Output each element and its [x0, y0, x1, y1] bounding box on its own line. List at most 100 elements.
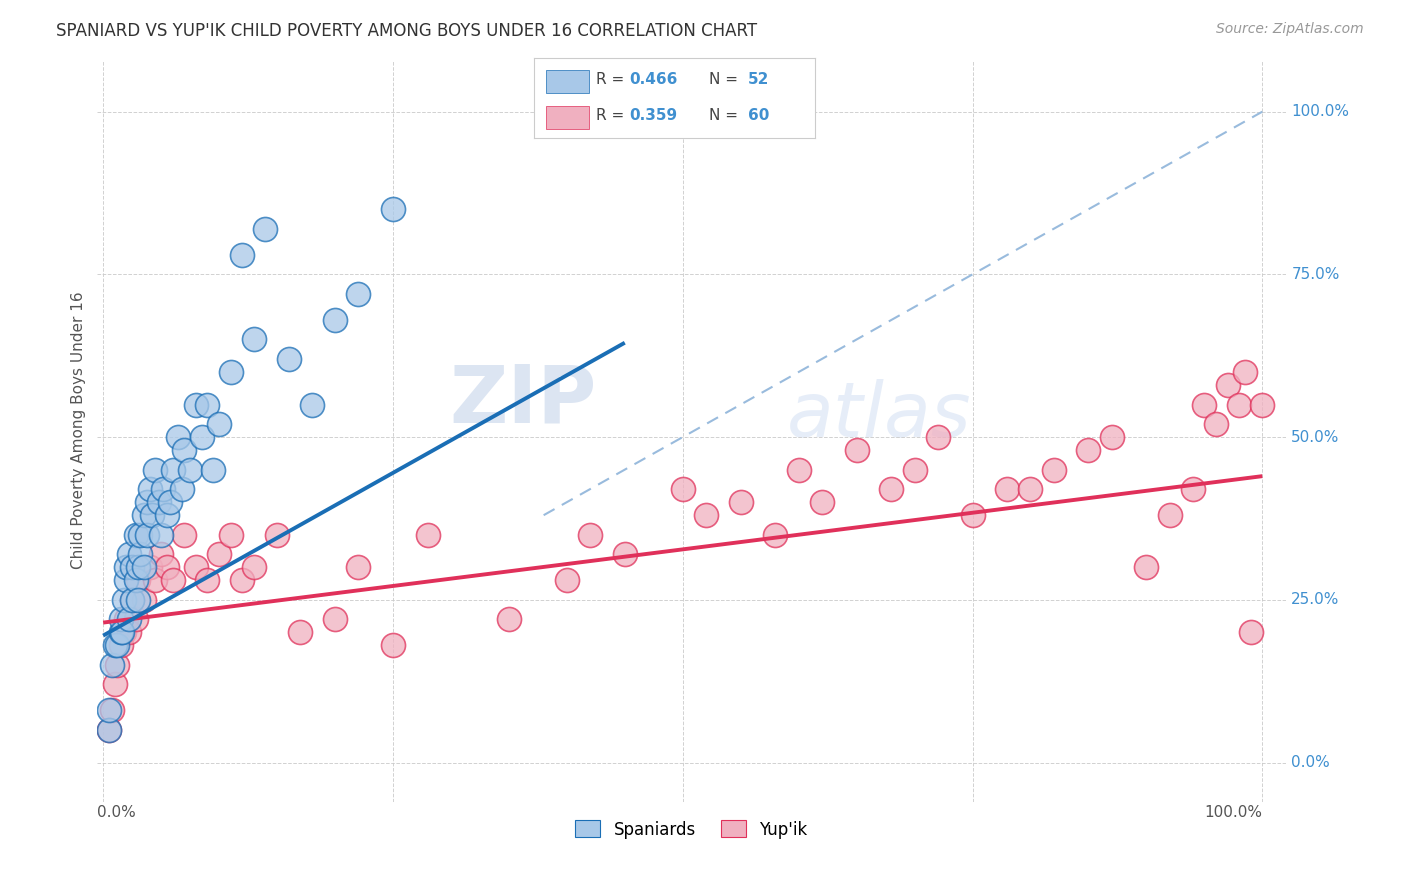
Point — [579, 527, 602, 541]
Point — [143, 574, 166, 588]
Point — [162, 574, 184, 588]
Point — [672, 482, 695, 496]
Point — [184, 398, 207, 412]
Point — [323, 313, 346, 327]
Text: 75.0%: 75.0% — [1291, 267, 1340, 282]
Bar — [546, 106, 589, 128]
Point — [111, 625, 134, 640]
Text: 0.466: 0.466 — [630, 72, 678, 87]
Legend: Spaniards, Yup'ik: Spaniards, Yup'ik — [568, 814, 814, 846]
Point — [167, 430, 190, 444]
Point — [124, 612, 146, 626]
Point — [117, 547, 139, 561]
Y-axis label: Child Poverty Among Boys Under 16: Child Poverty Among Boys Under 16 — [72, 292, 86, 569]
Point — [121, 592, 143, 607]
Point — [290, 625, 312, 640]
Text: 60: 60 — [748, 108, 769, 123]
Point — [136, 495, 159, 509]
Point — [1042, 463, 1064, 477]
Point — [112, 592, 135, 607]
Point — [1194, 398, 1216, 412]
Text: N =: N = — [709, 72, 742, 87]
Text: Source: ZipAtlas.com: Source: ZipAtlas.com — [1216, 22, 1364, 37]
Point — [845, 443, 868, 458]
Text: ZIP: ZIP — [449, 362, 596, 440]
Point — [730, 495, 752, 509]
Point — [347, 560, 370, 574]
Point — [129, 527, 152, 541]
Text: 0.359: 0.359 — [630, 108, 678, 123]
Text: 25.0%: 25.0% — [1291, 592, 1340, 607]
Point — [117, 625, 139, 640]
Text: 100.0%: 100.0% — [1291, 104, 1350, 120]
Point — [127, 574, 149, 588]
Point — [143, 463, 166, 477]
Point — [266, 527, 288, 541]
Point — [138, 560, 160, 574]
Point — [141, 508, 163, 523]
Point — [1159, 508, 1181, 523]
Point — [498, 612, 520, 626]
Point — [97, 703, 120, 717]
Point — [243, 333, 266, 347]
Point — [179, 463, 201, 477]
Point — [124, 527, 146, 541]
Text: atlas: atlas — [786, 379, 972, 453]
Point — [138, 482, 160, 496]
Point — [132, 508, 155, 523]
Point — [301, 398, 323, 412]
Point — [1227, 398, 1250, 412]
Point — [219, 365, 242, 379]
Point — [156, 508, 179, 523]
Point — [101, 703, 124, 717]
Point — [104, 639, 127, 653]
Point — [110, 639, 132, 653]
Text: R =: R = — [596, 108, 628, 123]
Point — [132, 560, 155, 574]
Point — [202, 463, 225, 477]
Point — [117, 612, 139, 626]
Point — [1181, 482, 1204, 496]
Text: SPANIARD VS YUP'IK CHILD POVERTY AMONG BOYS UNDER 16 CORRELATION CHART: SPANIARD VS YUP'IK CHILD POVERTY AMONG B… — [56, 22, 758, 40]
Point — [156, 560, 179, 574]
Text: 100.0%: 100.0% — [1205, 805, 1263, 820]
Point — [219, 527, 242, 541]
Point — [104, 677, 127, 691]
Point — [170, 482, 193, 496]
Point — [115, 560, 138, 574]
Point — [101, 657, 124, 672]
Point — [132, 592, 155, 607]
Point — [1205, 417, 1227, 431]
Text: N =: N = — [709, 108, 742, 123]
Point — [1101, 430, 1123, 444]
Text: 50.0%: 50.0% — [1291, 430, 1340, 444]
Point — [121, 560, 143, 574]
Point — [148, 495, 170, 509]
Point — [1233, 365, 1256, 379]
Point — [115, 574, 138, 588]
Point — [347, 286, 370, 301]
Point — [555, 574, 578, 588]
Text: 52: 52 — [748, 72, 769, 87]
Point — [995, 482, 1018, 496]
Point — [197, 574, 219, 588]
Point — [112, 625, 135, 640]
Point — [231, 248, 253, 262]
Point — [1077, 443, 1099, 458]
Point — [129, 547, 152, 561]
Point — [121, 592, 143, 607]
Point — [277, 351, 299, 366]
Bar — [546, 70, 589, 93]
Point — [927, 430, 949, 444]
Point — [173, 527, 195, 541]
Point — [381, 639, 404, 653]
Point — [115, 612, 138, 626]
Point — [184, 560, 207, 574]
Point — [787, 463, 810, 477]
Point — [1216, 378, 1239, 392]
Text: 0.0%: 0.0% — [1291, 755, 1330, 770]
Point — [962, 508, 984, 523]
Point — [150, 527, 173, 541]
Text: 0.0%: 0.0% — [97, 805, 136, 820]
Point — [243, 560, 266, 574]
